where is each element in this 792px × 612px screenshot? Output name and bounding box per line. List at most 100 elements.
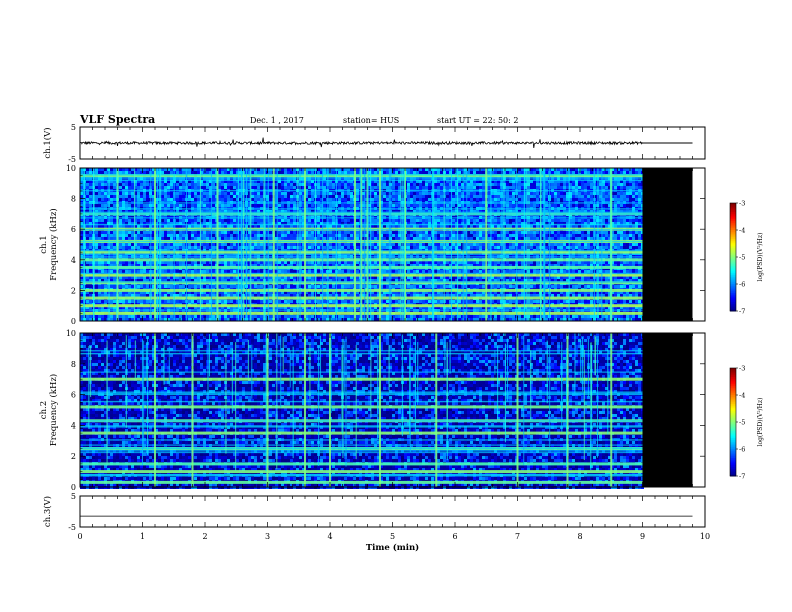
spectrogram-cell: [131, 183, 134, 186]
spectrogram-cell: [455, 186, 458, 189]
spectrogram-cell: [98, 198, 101, 201]
spectrogram-cell: [419, 186, 422, 189]
spectrogram-cell: [128, 231, 131, 234]
spectrogram-cell: [347, 222, 350, 225]
spectrogram-cell: [488, 180, 491, 183]
spectrogram-cell: [125, 195, 128, 198]
spectrogram-cell: [611, 210, 614, 213]
spectrogram-cell: [197, 168, 200, 171]
spectrogram-cell: [290, 210, 293, 213]
spectrogram-cell: [98, 186, 101, 189]
spectrogram-cell: [419, 210, 422, 213]
spectrogram-cell: [410, 198, 413, 201]
spectrogram-cell: [200, 237, 203, 240]
spectrogram-cell: [383, 231, 386, 234]
spectrogram-cell: [236, 222, 239, 225]
spectrogram-cell: [602, 234, 605, 237]
spectrogram-cell: [218, 222, 221, 225]
spectrogram-cell: [620, 180, 623, 183]
spectrogram-cell: [113, 180, 116, 183]
spectrogram-cell: [518, 222, 521, 225]
spectrogram-cell: [305, 204, 308, 207]
spectrogram-cell: [341, 234, 344, 237]
spectrogram-cell: [572, 222, 575, 225]
spectrogram-cell: [164, 186, 167, 189]
spectrogram-cell: [506, 225, 509, 228]
spectrogram-cell: [590, 225, 593, 228]
spectrogram-cell: [599, 192, 602, 195]
spectrogram-cell: [317, 225, 320, 228]
spectrogram-cell: [551, 210, 554, 213]
spectrogram-cell: [170, 168, 173, 171]
spectrogram-cell: [260, 168, 263, 171]
spectrogram-cell: [620, 168, 623, 171]
spectrogram-cell: [338, 204, 341, 207]
spectrogram-cell: [176, 204, 179, 207]
spectrogram-cell: [497, 168, 500, 171]
spectrogram-cell: [566, 171, 569, 174]
spectrogram-cell: [341, 186, 344, 189]
spectrogram-cell: [629, 237, 632, 240]
spectrogram-cell: [221, 225, 224, 228]
spectrogram-cell: [362, 204, 365, 207]
spectrogram-cell: [386, 183, 389, 186]
spectrogram-cell: [107, 237, 110, 240]
spectrogram-cell: [602, 237, 605, 240]
spectrogram-cell: [371, 225, 374, 228]
spectrogram-cell: [488, 222, 491, 225]
spectrogram-cell: [356, 171, 359, 174]
spectrogram-cell: [311, 225, 314, 228]
spectrogram-cell: [377, 234, 380, 237]
spectrogram-cell: [509, 219, 512, 222]
spectrogram-cell: [503, 225, 506, 228]
spectrogram-cell: [455, 219, 458, 222]
spectrogram-cell: [170, 225, 173, 228]
spectrogram-cell: [617, 222, 620, 225]
spectrogram-cell: [617, 210, 620, 213]
spectrogram-cell: [572, 219, 575, 222]
spectrogram-cell: [86, 198, 89, 201]
spectrogram-cell: [182, 183, 185, 186]
spectrogram-cell: [101, 198, 104, 201]
spectrogram-cell: [470, 186, 473, 189]
spectrogram-cell: [566, 192, 569, 195]
spectrogram-cell: [260, 183, 263, 186]
spectrogram-cell: [578, 243, 581, 246]
spectrogram-cell: [509, 171, 512, 174]
spectrogram-cell: [383, 195, 386, 198]
spectrogram-cell: [425, 222, 428, 225]
spectrogram-cell: [266, 192, 269, 195]
spectrogram-cell: [461, 171, 464, 174]
spectrogram-cell: [530, 180, 533, 183]
spectrogram-cell: [344, 243, 347, 246]
spectrogram-cell: [209, 195, 212, 198]
spectrogram-cell: [323, 195, 326, 198]
spectrogram-cell: [512, 192, 515, 195]
spectrogram-cell: [371, 171, 374, 174]
spectrogram-cell: [428, 222, 431, 225]
spectrogram-cell: [278, 183, 281, 186]
spectrogram-cell: [86, 231, 89, 234]
spectrogram-cell: [362, 186, 365, 189]
spectrogram-cell: [632, 195, 635, 198]
spectrogram-cell: [446, 192, 449, 195]
spectrogram-cell: [293, 204, 296, 207]
spectrogram-cell: [344, 231, 347, 234]
spectrogram-cell: [101, 231, 104, 234]
spectrogram-cell: [386, 210, 389, 213]
spectrogram-cell: [347, 171, 350, 174]
spectrogram-cell: [200, 186, 203, 189]
spectrogram-cell: [302, 219, 305, 222]
spectrogram-cell: [527, 198, 530, 201]
spectrogram-cell: [278, 231, 281, 234]
spectrogram-cell: [206, 192, 209, 195]
spectrogram-cell: [308, 171, 311, 174]
spectrogram-cell: [278, 219, 281, 222]
spectrogram-cell: [629, 183, 632, 186]
spectrogram-cell: [563, 243, 566, 246]
spectrogram-cell: [293, 168, 296, 171]
spectrogram-cell: [221, 168, 224, 171]
spectrogram-cell: [611, 168, 614, 171]
spectrogram-cell: [329, 198, 332, 201]
spectrogram-cell: [452, 210, 455, 213]
